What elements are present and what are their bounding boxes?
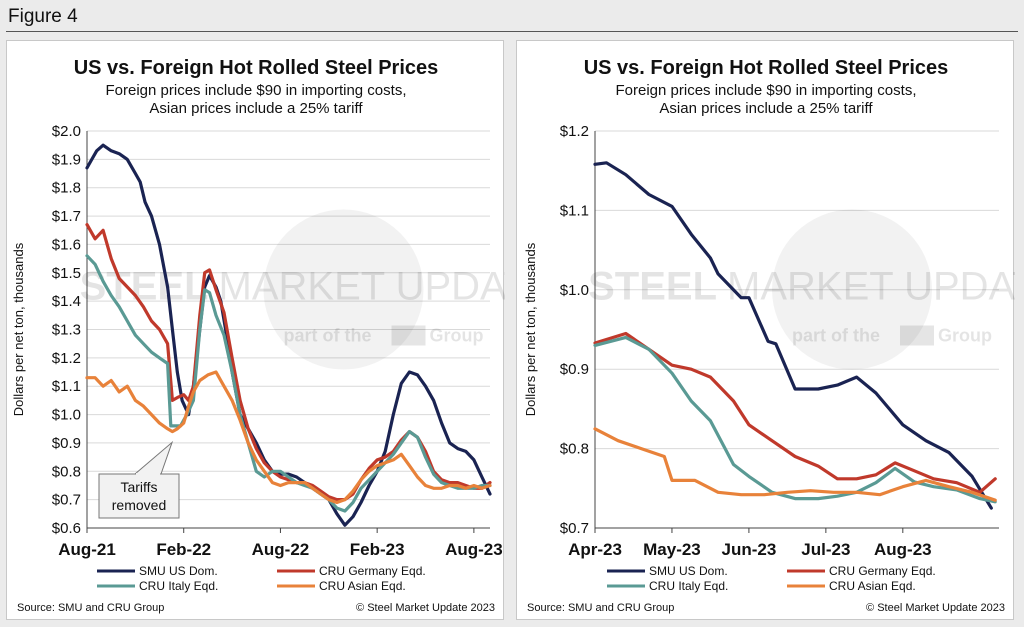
y-tick-label: $2.0 bbox=[52, 123, 81, 140]
y-tick-label: $1.1 bbox=[52, 378, 81, 395]
x-tick-label: Aug-23 bbox=[445, 540, 503, 559]
figure-divider bbox=[6, 31, 1018, 32]
chart-svg-right: US vs. Foreign Hot Rolled Steel Prices Fo… bbox=[523, 57, 1015, 614]
chart-panel-right: US vs. Foreign Hot Rolled Steel Prices Fo… bbox=[516, 40, 1015, 620]
series-line-1 bbox=[593, 161, 993, 510]
watermark-text: part of the bbox=[792, 326, 880, 346]
annotation-pointer bbox=[133, 440, 174, 475]
y-tick-label: $1.5 bbox=[52, 265, 81, 282]
legend-label-4: CRU Asian Eqd. bbox=[829, 579, 916, 593]
watermark-text: STEEL bbox=[588, 265, 717, 309]
y-tick-label: $0.7 bbox=[52, 492, 81, 509]
source-note: Source: SMU and CRU Group bbox=[17, 602, 164, 614]
legend-label-3: CRU Italy Eqd. bbox=[649, 579, 728, 593]
series-line-4 bbox=[593, 427, 997, 502]
y-tick-label: $1.3 bbox=[52, 322, 81, 339]
y-tick-label: $1.2 bbox=[52, 350, 81, 367]
legend-label-4: CRU Asian Eqd. bbox=[319, 579, 406, 593]
y-tick-label: $1.1 bbox=[560, 202, 589, 219]
series-line-2 bbox=[593, 331, 997, 494]
legend-label-1: SMU US Dom. bbox=[139, 564, 218, 578]
x-tick-label: Jul-23 bbox=[801, 540, 850, 559]
y-tick-label: $1.0 bbox=[52, 407, 81, 424]
watermark-text: part of the bbox=[284, 326, 372, 346]
chart-title: US vs. Foreign Hot Rolled Steel Prices bbox=[584, 57, 949, 79]
y-tick-label: $1.7 bbox=[52, 208, 81, 225]
chart-title: US vs. Foreign Hot Rolled Steel Prices bbox=[74, 57, 439, 79]
copyright-note: © Steel Market Update 2023 bbox=[356, 602, 495, 614]
y-tick-label: $0.6 bbox=[52, 520, 81, 537]
annotation-text: removed bbox=[112, 497, 166, 513]
y-tick-label: $1.6 bbox=[52, 236, 81, 253]
chart-svg-left: US vs. Foreign Hot Rolled Steel Prices Fo… bbox=[11, 57, 506, 614]
source-note: Source: SMU and CRU Group bbox=[527, 602, 674, 614]
x-tick-label: Jun-23 bbox=[722, 540, 777, 559]
y-tick-label: $1.8 bbox=[52, 180, 81, 197]
x-tick-label: Aug-23 bbox=[874, 540, 932, 559]
watermark-logo bbox=[900, 325, 934, 346]
legend-label-2: CRU Germany Eqd. bbox=[319, 564, 426, 578]
series-line-4 bbox=[85, 370, 492, 505]
watermark-text: MARKET UPDATE bbox=[727, 265, 1015, 309]
watermark-text: STEEL bbox=[80, 265, 209, 309]
y-tick-label: $1.2 bbox=[560, 123, 589, 140]
watermark-circle bbox=[772, 209, 932, 370]
legend-label-3: CRU Italy Eqd. bbox=[139, 579, 218, 593]
x-tick-label: Apr-23 bbox=[568, 540, 622, 559]
x-tick-label: May-23 bbox=[643, 540, 701, 559]
watermark-text: MARKET UPDATE bbox=[219, 265, 506, 309]
y-tick-label: $1.0 bbox=[560, 282, 589, 299]
y-tick-label: $0.9 bbox=[52, 435, 81, 452]
y-axis-label: Dollars per net ton, thousands bbox=[11, 242, 26, 416]
chart-subtitle: Foreign prices include $90 in importing … bbox=[106, 82, 407, 99]
chart-subtitle: Asian prices include a 25% tariff bbox=[659, 100, 873, 117]
chart-subtitle: Foreign prices include $90 in importing … bbox=[616, 82, 917, 99]
series-line-3 bbox=[85, 254, 492, 513]
y-tick-label: $0.8 bbox=[52, 463, 81, 480]
y-tick-label: $0.8 bbox=[560, 441, 589, 458]
x-tick-label: Feb-22 bbox=[156, 540, 211, 559]
y-tick-label: $1.4 bbox=[52, 293, 81, 310]
series-line-3 bbox=[593, 335, 997, 504]
y-tick-label: $0.7 bbox=[560, 520, 589, 537]
x-tick-label: Aug-22 bbox=[252, 540, 310, 559]
watermark-circle bbox=[263, 209, 424, 370]
chart-subtitle: Asian prices include a 25% tariff bbox=[149, 100, 363, 117]
annotation-text: Tariffs bbox=[120, 479, 157, 495]
copyright-note: © Steel Market Update 2023 bbox=[866, 602, 1005, 614]
y-tick-label: $1.9 bbox=[52, 151, 81, 168]
y-axis-label: Dollars per net ton, thousands bbox=[523, 242, 538, 416]
watermark-text: Group bbox=[430, 326, 484, 346]
watermark-text: Group bbox=[938, 326, 992, 346]
x-tick-label: Feb-23 bbox=[350, 540, 405, 559]
legend-label-2: CRU Germany Eqd. bbox=[829, 564, 936, 578]
x-tick-label: Aug-21 bbox=[58, 540, 116, 559]
legend-label-1: SMU US Dom. bbox=[649, 564, 728, 578]
figure-label: Figure 4 bbox=[8, 6, 78, 27]
chart-panel-left: US vs. Foreign Hot Rolled Steel Prices Fo… bbox=[6, 40, 506, 620]
y-tick-label: $0.9 bbox=[560, 361, 589, 378]
watermark-logo bbox=[391, 325, 426, 346]
annotation-box bbox=[98, 473, 180, 519]
